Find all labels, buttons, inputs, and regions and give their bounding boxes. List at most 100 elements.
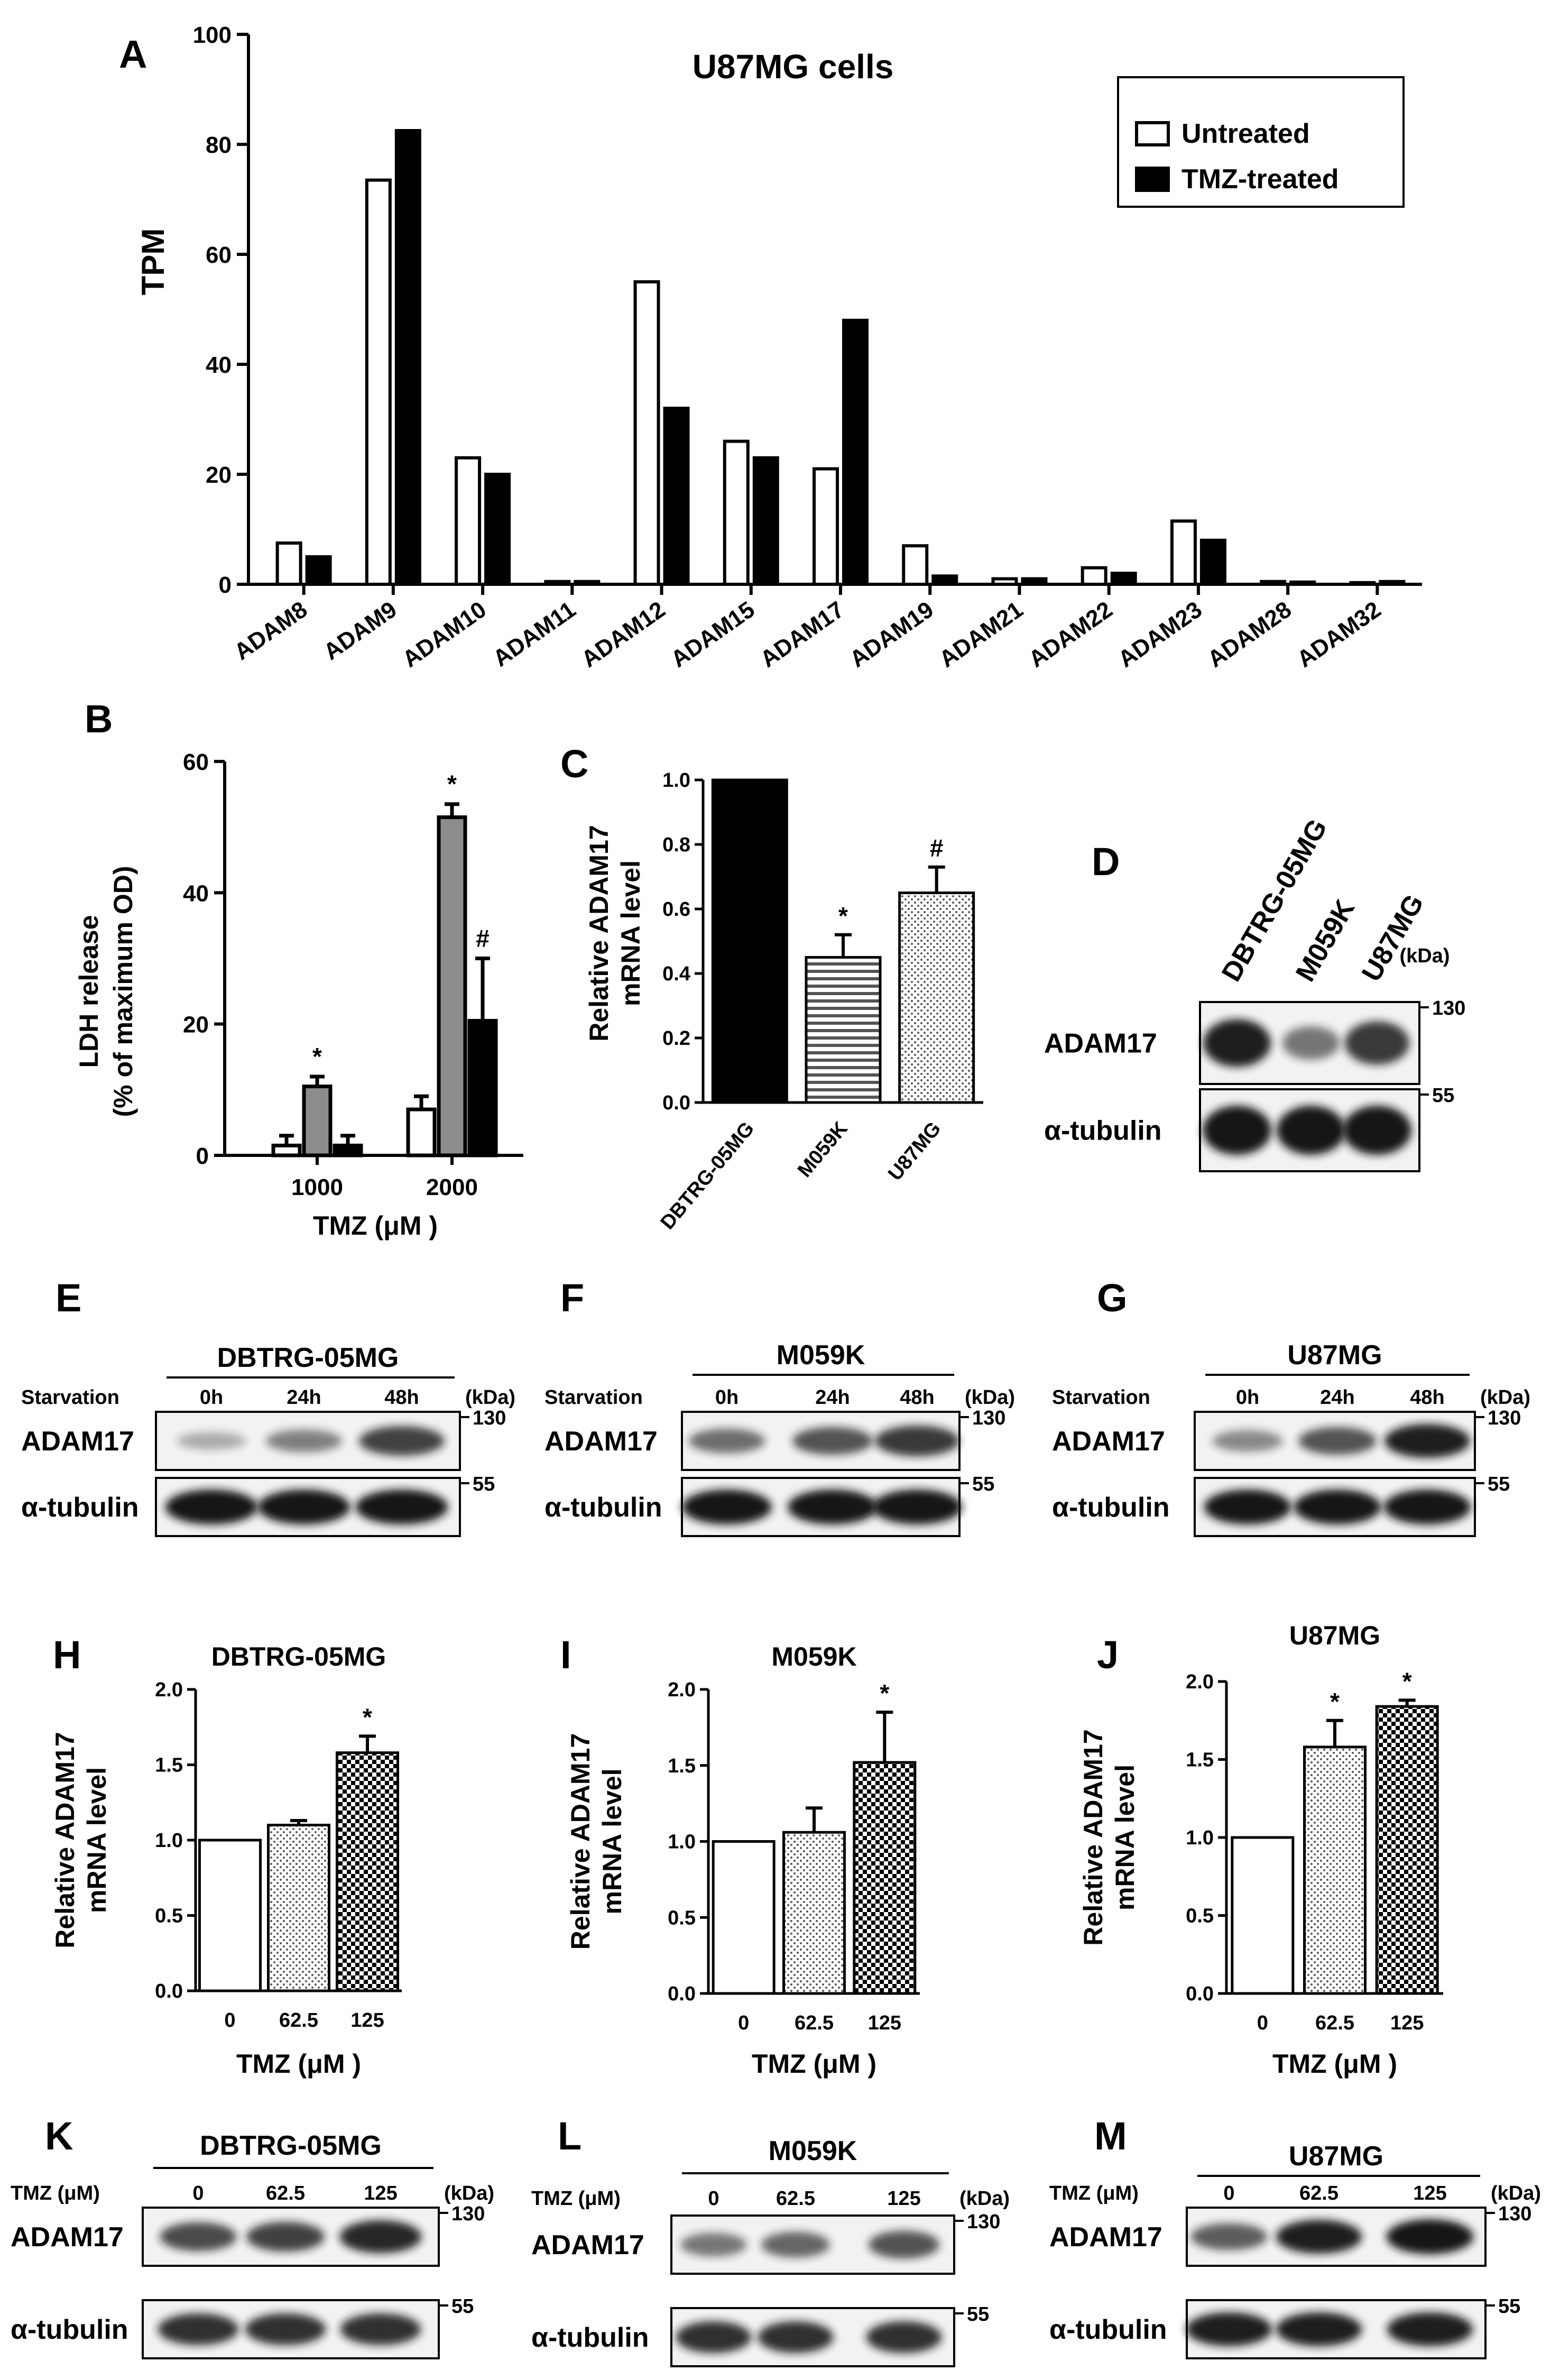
chart-title: U87MG (1289, 1621, 1380, 1650)
significance-marker: * (312, 1043, 322, 1070)
y-tick-label: 1.5 (1186, 1749, 1214, 1771)
x-tick-label: DBTRG-05MG (657, 1118, 759, 1234)
bar-series (275, 129, 1406, 586)
bar (467, 1018, 498, 1157)
chart-title: U87MG cells (693, 48, 894, 86)
legend-tmz-label: TMZ-treated (1181, 164, 1339, 195)
western-blot: DBTRG-05MG Starvation 0h 24h 48h (kDa) ADAM17 1… (21, 1343, 515, 1537)
marker-label: 55 (1498, 2295, 1520, 2318)
bar (437, 815, 467, 1157)
significance-marker: * (1402, 1667, 1412, 1695)
y-tick-label: 60 (183, 749, 209, 775)
lane-label: M059K (1290, 894, 1361, 987)
bar (1375, 1705, 1439, 1995)
x-tick-label: 0 (1257, 2012, 1268, 2034)
panel-d-western-blot: D DBTRG-05MGM059KU87MG(kDa)ADAM17130α-tu… (1044, 814, 1465, 1172)
marker-label: 130 (1488, 1407, 1521, 1429)
lane-label: 0 (1223, 2182, 1234, 2204)
bar-untreated (902, 544, 929, 586)
bar-tmz-treated (842, 318, 869, 586)
x-tick-label: 62.5 (279, 2009, 318, 2032)
western-blot: DBTRG-05MG TMZ (μM) 0 62.5 125 (kDa) ADAM17 130… (11, 2130, 494, 2359)
bar-untreated (723, 439, 750, 586)
bar-untreated (633, 280, 660, 586)
blot-band (339, 2220, 422, 2254)
blot-band (1190, 2223, 1268, 2250)
y-tick-label: 0.0 (662, 1092, 690, 1114)
y-tick-label: 40 (206, 352, 232, 378)
y-tick-label: 0 (196, 1143, 209, 1169)
panel-m-western-blot: M U87MG TMZ (μM) 0 62.5 125 (kDa) ADAM17 130 α-t… (1049, 2114, 1541, 2359)
x-axis-title: TMZ (μM ) (313, 1211, 438, 1240)
bar-tmz-treated (305, 555, 332, 586)
blot-band (1387, 2312, 1473, 2347)
blot-row-label: α-tubulin (1052, 1492, 1170, 1523)
blot-band (1343, 1106, 1411, 1155)
plot-area: DBTRG-05MG Relative ADAM17 mRNA level TMZ (… (50, 1642, 402, 2079)
y-axis-title-line1: LDH release (74, 915, 104, 1068)
blot-band (676, 2321, 752, 2354)
y-axis-title-line2: mRNA level (597, 1768, 627, 1914)
y-tick-label: 1.0 (155, 1830, 183, 1852)
western-blot: U87MG Starvation 0h 24h 48h (kDa) ADAM17 130 α-t… (1052, 1340, 1530, 1537)
panel-letter-a: A (119, 32, 147, 76)
blot-band (680, 2232, 747, 2257)
marker-label: 130 (1432, 997, 1465, 1019)
lane-label: 24h (287, 1386, 321, 1409)
lane-label: 0 (708, 2188, 719, 2210)
y-tick-label: 0.5 (155, 1905, 183, 1927)
panel-letter-f: F (560, 1276, 584, 1320)
bar-tmz-treated (394, 129, 421, 586)
x-tick-label: 125 (350, 2009, 384, 2032)
panel-letter-c: C (560, 742, 588, 786)
bar-untreated (813, 467, 839, 586)
panel-letter-m: M (1094, 2114, 1127, 2158)
bar-tmz-treated (931, 574, 958, 586)
blot-band (758, 2321, 834, 2354)
x-tick-label: ADAM12 (577, 596, 670, 673)
y-axis-title-line2: (% of maximum OD) (108, 866, 138, 1117)
western-blot: M059K TMZ (μM) 0 62.5 125 (kDa) ADAM17 130 α-tub… (531, 2136, 1010, 2367)
panel-letter-d: D (1092, 840, 1120, 884)
y-tick-label: 1.5 (668, 1755, 696, 1777)
panel-letter-i: I (560, 1633, 571, 1677)
blot-band (165, 1490, 258, 1524)
y-axis-title-line2: mRNA level (616, 860, 645, 1006)
lane-label: 24h (815, 1386, 850, 1409)
bar (406, 1107, 437, 1157)
y-tick-label: 80 (206, 132, 232, 158)
bar-tmz-treated (752, 456, 779, 586)
condition-label: TMZ (μM) (11, 2182, 100, 2204)
x-tick-label: ADAM21 (935, 596, 1028, 673)
blot-title: U87MG (1289, 2141, 1383, 2172)
marker-label: 130 (967, 2211, 1000, 2233)
x-tick-label: 0 (224, 2009, 235, 2032)
y-axis-title-line1: Relative ADAM17 (1078, 1729, 1108, 1945)
blot-band (245, 2313, 326, 2346)
lane-label: 62.5 (776, 2188, 815, 2210)
blot-title: M059K (777, 1340, 865, 1371)
bar (198, 1839, 262, 1992)
blot-title: M059K (769, 2136, 857, 2166)
x-axis-title: TMZ (μM ) (1272, 2049, 1397, 2079)
blot-row-label: α-tubulin (544, 1492, 662, 1523)
panel-letter-b: B (85, 697, 113, 741)
lane-label: 0h (200, 1386, 223, 1409)
bar-tmz-treated (1110, 572, 1137, 586)
bar-tmz-treated (1021, 577, 1048, 586)
blot-band (1386, 2219, 1474, 2254)
blot-band (792, 1427, 873, 1455)
y-axis-title: TPM (135, 228, 171, 296)
x-axis-labels: ADAM8 ADAM9ADAM10ADAM11ADAM12ADAM15ADAM17… (229, 584, 1386, 673)
panel-letter-j: J (1097, 1633, 1119, 1677)
y-axis-title-line1: Relative ADAM17 (584, 825, 614, 1041)
kda-label: (kDa) (465, 1386, 515, 1409)
blot-band (1276, 2219, 1362, 2254)
plot-area: 0 20 40 60 1000 * 2000 * # (183, 749, 523, 1200)
plot-area: 0.0 0.2 0.4 0.6 0.8 1.0 DBTRG-05MG * M059K # U87MG (657, 769, 983, 1234)
y-tick-label: 0.0 (668, 1983, 696, 2005)
y-axis-ticks: 0 20 40 60 80 100 (193, 22, 1422, 598)
blot-band (1212, 1430, 1283, 1452)
marker-label: 130 (473, 1407, 506, 1429)
